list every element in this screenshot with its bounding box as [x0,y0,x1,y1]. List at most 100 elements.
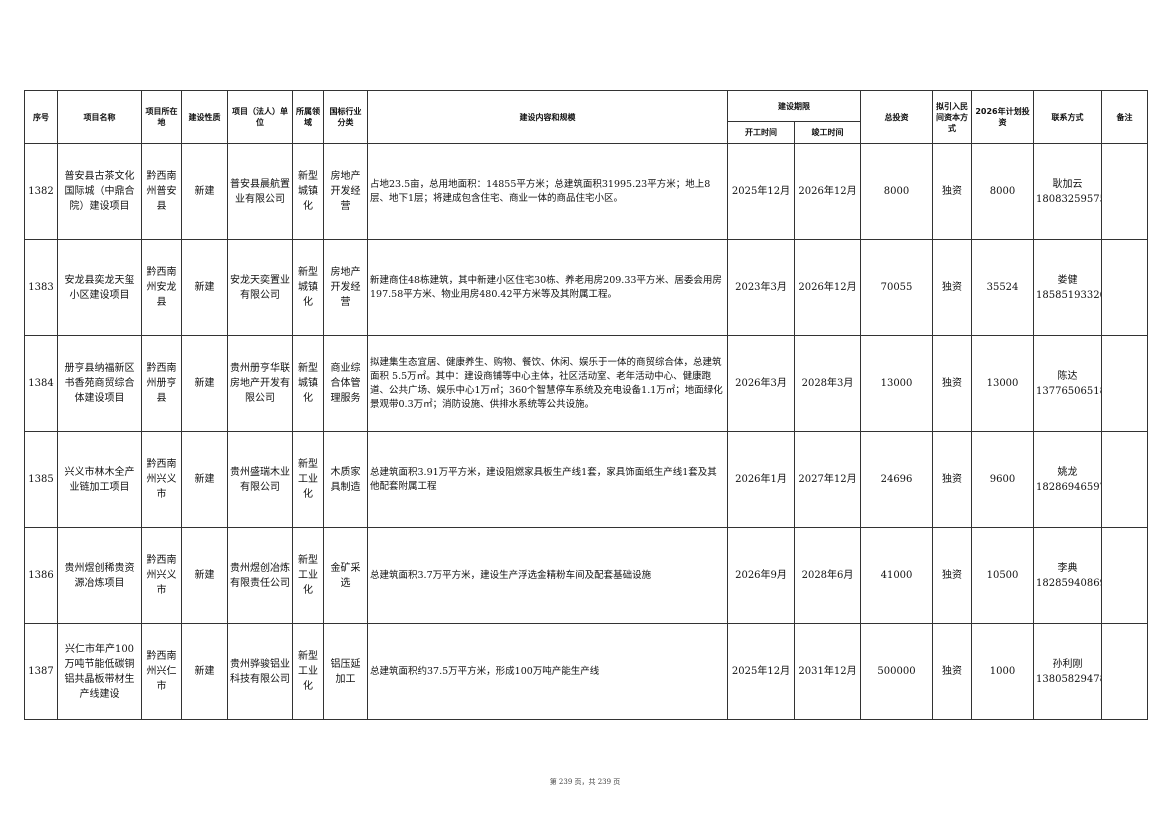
cell-seq: 1386 [24,527,58,624]
header-contact: 联系方式 [1033,90,1102,144]
contact-phone: 18083259575 [1036,193,1102,205]
project-table: 序号 项目名称 项目所在地 建设性质 项目（法人）单位 所属领域 国标行业分类 … [24,90,1148,720]
cell-content: 总建筑面积3.7万平方米，建设生产浮选金精粉车间及配套基础设施 [367,527,728,624]
cell-end: 2026年12月 [794,239,861,336]
cell-content: 总建筑面积约37.5万平方米，形成100万吨产能生产线 [367,623,728,720]
cell-seq: 1387 [24,623,58,720]
cell-remark [1101,431,1148,528]
cell-total: 8000 [860,143,933,240]
cell-name: 普安县古茶文化国际城（中鼎合院）建设项目 [57,143,142,240]
header-period: 建设期限 [727,90,861,122]
contact-phone: 18285940869 [1036,577,1102,589]
cell-unit: 贵州煜创冶炼有限责任公司 [227,527,293,624]
cell-contact: 耿加云 18083259575 [1033,143,1102,240]
cell-industry: 房地产开发经营 [323,143,368,240]
cell-start: 2025年12月 [727,143,795,240]
cell-private: 独资 [932,143,972,240]
cell-industry: 房地产开发经营 [323,239,368,336]
cell-industry: 金矿采选 [323,527,368,624]
cell-start: 2023年3月 [727,239,795,336]
cell-unit: 贵州骅骏铝业科技有限公司 [227,623,293,720]
contact-name: 姚龙 [1057,466,1078,478]
header-plan: 2026年计划投资 [971,90,1034,144]
table-row: 1382 普安县古茶文化国际城（中鼎合院）建设项目 黔西南州普安县 新建 普安县晨航置业… [24,143,1148,240]
cell-end: 2031年12月 [794,623,861,720]
cell-location: 黔西南州兴义市 [141,527,182,624]
cell-private: 独资 [932,335,972,432]
cell-seq: 1385 [24,431,58,528]
cell-field: 新型城镇化 [292,143,324,240]
table-row: 1384 册亨县纳福新区书香苑商贸综合体建设项目 黔西南州册亨县 新建 贵州册亨华联房地… [24,335,1148,432]
cell-nature: 新建 [181,239,228,336]
cell-end: 2026年12月 [794,143,861,240]
contact-name: 耿加云 [1052,178,1083,190]
cell-plan: 10500 [971,527,1034,624]
cell-total: 70055 [860,239,933,336]
cell-field: 新型城镇化 [292,239,324,336]
cell-remark [1101,527,1148,624]
cell-total: 13000 [860,335,933,432]
cell-name: 兴仁市年产100万吨节能低碳铜铝共晶板带材生产线建设 [57,623,142,720]
cell-total: 500000 [860,623,933,720]
contact-phone: 13776506518 [1036,385,1102,397]
cell-nature: 新建 [181,335,228,432]
header-total: 总投资 [860,90,933,144]
cell-nature: 新建 [181,527,228,624]
cell-content: 拟建集生态宜居、健康养生、购物、餐饮、休闲、娱乐于一体的商贸综合体，总建筑面积 … [367,335,728,432]
cell-start: 2025年12月 [727,623,795,720]
cell-start: 2026年3月 [727,335,795,432]
contact-name: 李典 [1057,562,1078,574]
cell-plan: 8000 [971,143,1034,240]
contact-phone: 13805829478 [1036,673,1102,685]
cell-field: 新型工业化 [292,623,324,720]
cell-contact: 李典 18285940869 [1033,527,1102,624]
cell-remark [1101,335,1148,432]
cell-private: 独资 [932,239,972,336]
header-seq: 序号 [24,90,58,144]
table-row: 1386 贵州煜创稀贵资源冶炼项目 黔西南州兴义市 新建 贵州煜创冶炼有限责任公司 新型工… [24,527,1148,624]
cell-private: 独资 [932,623,972,720]
header-industry: 国标行业分类 [323,90,368,144]
table-row: 1383 安龙县奕龙天玺小区建设项目 黔西南州安龙县 新建 安龙天奕置业有限公司 新型城镇… [24,239,1148,336]
cell-end: 2028年3月 [794,335,861,432]
cell-start: 2026年9月 [727,527,795,624]
contact-name: 娄健 [1057,274,1078,286]
cell-plan: 13000 [971,335,1034,432]
cell-industry: 铝压延加工 [323,623,368,720]
header-start: 开工时间 [727,121,795,144]
cell-name: 册亨县纳福新区书香苑商贸综合体建设项目 [57,335,142,432]
cell-unit: 贵州盛瑞木业有限公司 [227,431,293,528]
cell-remark [1101,239,1148,336]
cell-industry: 木质家具制造 [323,431,368,528]
cell-contact: 娄健 18585193326 [1033,239,1102,336]
cell-content: 总建筑面积3.91万平方米，建设阻燃家具板生产线1套，家具饰面纸生产线1套及其他… [367,431,728,528]
cell-remark [1101,623,1148,720]
cell-plan: 1000 [971,623,1034,720]
cell-location: 黔西南州册亨县 [141,335,182,432]
cell-seq: 1382 [24,143,58,240]
cell-nature: 新建 [181,431,228,528]
cell-content: 新建商住48栋建筑，其中新建小区住宅30栋、养老用房209.33平方米、居委会用… [367,239,728,336]
header-end: 竣工时间 [794,121,861,144]
cell-name: 安龙县奕龙天玺小区建设项目 [57,239,142,336]
cell-start: 2026年1月 [727,431,795,528]
cell-location: 黔西南州安龙县 [141,239,182,336]
cell-remark [1101,143,1148,240]
header-content: 建设内容和规模 [367,90,728,144]
header-field: 所属领域 [292,90,324,144]
cell-seq: 1384 [24,335,58,432]
cell-name: 兴义市林木全产业链加工项目 [57,431,142,528]
cell-total: 41000 [860,527,933,624]
cell-nature: 新建 [181,623,228,720]
cell-contact: 姚龙 18286946597 [1033,431,1102,528]
cell-private: 独资 [932,527,972,624]
cell-end: 2028年6月 [794,527,861,624]
cell-private: 独资 [932,431,972,528]
cell-plan: 9600 [971,431,1034,528]
cell-seq: 1383 [24,239,58,336]
contact-phone: 18286946597 [1036,481,1102,493]
cell-unit: 安龙天奕置业有限公司 [227,239,293,336]
cell-contact: 陈达 13776506518 [1033,335,1102,432]
header-name: 项目名称 [57,90,142,144]
cell-unit: 贵州册亨华联房地产开发有限公司 [227,335,293,432]
